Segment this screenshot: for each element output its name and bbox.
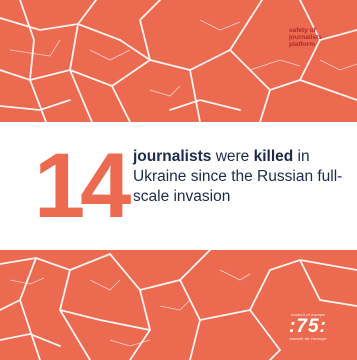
logo-line-3: platform	[289, 41, 315, 48]
cracked-glass-band-bottom	[0, 250, 357, 360]
safety-of-journalists-logo: safety of journalists platform	[289, 27, 333, 48]
badge-number: :75:	[289, 316, 327, 337]
cracked-glass-band-top: safety of journalists platform	[0, 0, 357, 122]
headline-killed: killed	[253, 148, 294, 165]
council-of-europe-75-badge: council of europe :75: conseil de l'euro…	[281, 312, 335, 342]
badge-top-text: council of europe	[291, 312, 325, 317]
crack-pattern-bottom	[0, 250, 357, 360]
headline-statement: journalists were killed in Ukraine since…	[133, 147, 343, 207]
headline-panel	[0, 122, 357, 250]
logo-line-2: journalists	[289, 34, 322, 41]
crack-pattern-top	[0, 0, 357, 122]
killed-count-number: 14	[34, 135, 131, 237]
headline-were: were	[211, 148, 254, 165]
badge-bottom-text: conseil de l'europe	[289, 336, 327, 341]
logo-line-1: safety of	[289, 27, 316, 34]
headline-journalists: journalists	[133, 148, 212, 165]
headline-rest: in Ukraine since the Russian full-scale …	[133, 148, 343, 205]
